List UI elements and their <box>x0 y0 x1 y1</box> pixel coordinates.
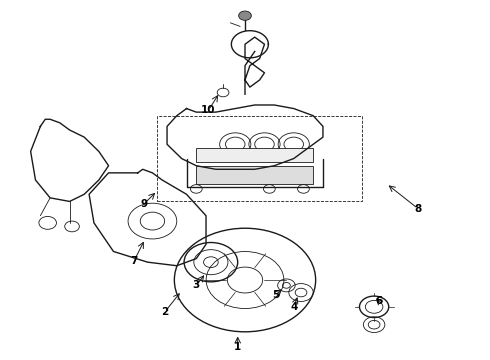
Circle shape <box>239 11 251 20</box>
Bar <box>157 116 362 202</box>
Text: 2: 2 <box>161 307 168 317</box>
Text: 8: 8 <box>415 203 421 213</box>
Text: 6: 6 <box>375 296 383 306</box>
Text: 9: 9 <box>140 199 147 209</box>
Text: 7: 7 <box>130 256 138 266</box>
Text: 4: 4 <box>290 302 297 312</box>
Bar <box>196 166 313 184</box>
Text: 10: 10 <box>201 105 216 115</box>
Bar <box>196 148 313 162</box>
Text: 3: 3 <box>193 280 200 291</box>
Text: 5: 5 <box>272 290 279 300</box>
Text: 1: 1 <box>234 342 241 352</box>
